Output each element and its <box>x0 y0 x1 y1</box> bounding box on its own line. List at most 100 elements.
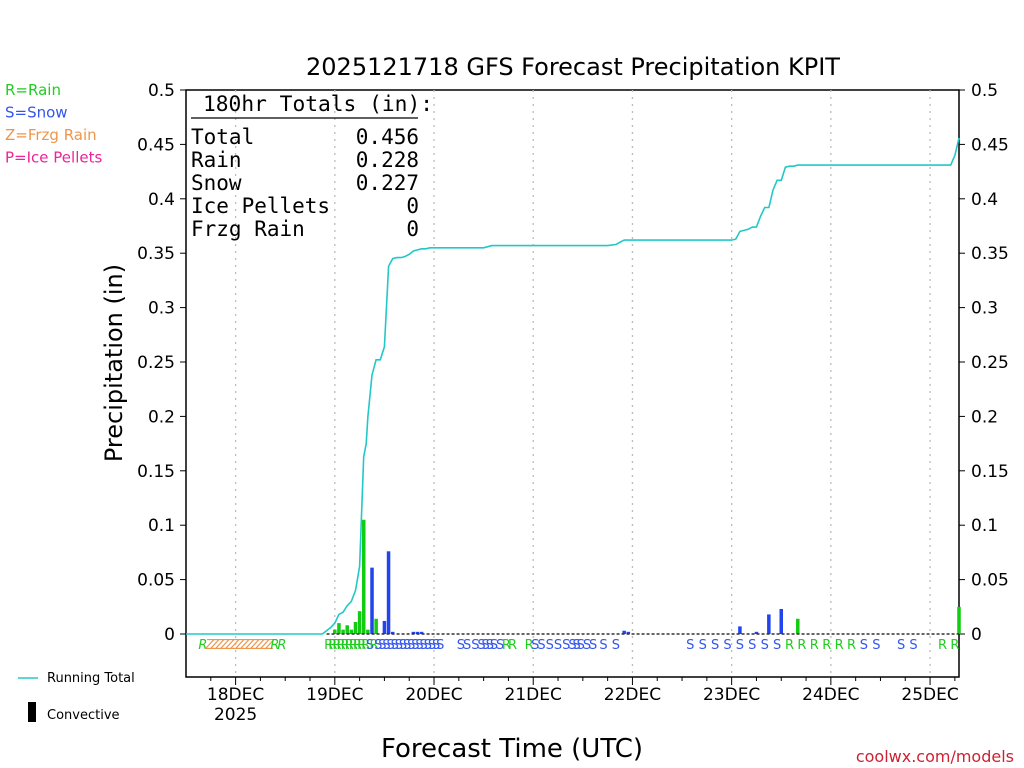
ptype-code: S <box>583 638 591 653</box>
x-tick-label: 22DEC <box>604 685 661 705</box>
ptype-code: S <box>395 638 403 653</box>
snow-bar <box>626 631 631 634</box>
ptype-code: S <box>761 638 769 653</box>
ptype-code: R <box>328 638 337 653</box>
y-tick-label-right: 0.2 <box>971 407 998 427</box>
series-legend: Running Total Convective <box>18 671 135 723</box>
y-axis-right: 0 0.05 0.1 0.15 0.2 0.25 0.3 0.35 0.4 0.45 0.5 <box>959 81 1009 645</box>
ptype-code: S <box>711 638 719 653</box>
totals-heading: 180hr Totals (in): <box>203 92 433 116</box>
rain-bar <box>361 519 366 634</box>
watermark-text: coolwx.com/models <box>856 747 1014 766</box>
snow-bar <box>370 567 374 634</box>
rain-bar <box>374 618 378 634</box>
ptype-code: S <box>554 638 562 653</box>
totals-row-value: 0.227 <box>356 171 419 195</box>
ptype-code: S <box>773 638 781 653</box>
snow-bar <box>419 631 424 634</box>
y-tick-label: 0 <box>164 625 175 645</box>
ptype-code: S <box>374 638 382 653</box>
totals-row-value: 0 <box>406 194 419 218</box>
ptype-code-lead: Z <box>214 638 225 653</box>
ptype-code: S <box>736 638 744 653</box>
ptype-code-lead: Z <box>244 638 255 653</box>
plot-frame <box>185 89 960 678</box>
ptype-code: S <box>366 638 374 653</box>
ptype-code: S <box>386 638 394 653</box>
totals-row-label: Snow <box>191 171 242 195</box>
ptype-code: S <box>457 638 465 653</box>
ptype-code: S <box>399 638 407 653</box>
rain-bar <box>796 618 800 634</box>
y-tick-label-right: 0.5 <box>971 81 998 101</box>
totals-row-value: 0.228 <box>356 148 419 172</box>
ptype-code: S <box>546 638 554 653</box>
ptype-code-lead: Z <box>259 638 270 653</box>
ptype-code: S <box>482 638 490 653</box>
ptype-code: R <box>525 638 534 653</box>
rain-bar <box>337 623 341 634</box>
x-tick-sublabel: 2025 <box>214 705 257 725</box>
y-tick-label: 0.35 <box>137 244 175 264</box>
y-tick-label: 0.1 <box>148 516 175 536</box>
y-tick-label-right: 0.45 <box>971 135 1009 155</box>
y-tick-label-right: 0.15 <box>971 462 1009 482</box>
ptype-legend-entry: Z=Frzg Rain <box>5 126 97 144</box>
ptype-code: S <box>420 638 428 653</box>
ptype-code: S <box>378 638 386 653</box>
ptype-code: R <box>357 638 366 653</box>
x-tick-label: 23DEC <box>703 685 760 705</box>
snow-bar <box>415 631 420 634</box>
ptype-legend-entry: S=Snow <box>5 104 68 122</box>
ptype-code: S <box>415 638 423 653</box>
y-tick-label: 0.25 <box>137 353 175 373</box>
y-axis-left: 0 0.05 0.1 0.15 0.2 0.25 0.3 0.35 0.4 0.45 0.5 <box>137 81 186 645</box>
ptype-code-lead: Z <box>209 638 220 653</box>
ptype-code: S <box>490 638 498 653</box>
ptype-code: S <box>599 638 607 653</box>
ptype-code: R <box>341 638 350 653</box>
convective-legend-label: Convective <box>47 708 120 723</box>
ptype-code: R <box>353 638 362 653</box>
ptype-code: R <box>938 638 947 653</box>
ptype-code: R <box>332 638 341 653</box>
ptype-code-lead: Z <box>249 638 260 653</box>
vertical-gridlines <box>234 90 931 677</box>
y-tick-label: 0.05 <box>137 571 175 591</box>
totals-box: 180hr Totals (in): Total 0.456 Rain 0.228 Sno… <box>191 92 433 241</box>
ptype-code: S <box>612 638 620 653</box>
ptype-code: S <box>568 638 576 653</box>
totals-row-value: 0.456 <box>356 125 419 149</box>
ptype-legend-entry: R=Rain <box>5 81 61 99</box>
ptype-code: R <box>508 638 517 653</box>
ptype-code: S <box>477 638 485 653</box>
snow-bar <box>767 614 771 634</box>
ptype-code: S <box>699 638 707 653</box>
precipitation-bars <box>333 519 961 634</box>
totals-row-label: Ice Pellets <box>191 194 330 218</box>
ptype-code: S <box>577 638 585 653</box>
y-tick-label: 0.15 <box>137 462 175 482</box>
y-tick-label: 0.45 <box>137 135 175 155</box>
y-tick-label-right: 0.4 <box>971 190 998 210</box>
ptype-code-lead: R <box>277 638 286 653</box>
ptype-code-lead: Z <box>219 638 230 653</box>
snow-bar <box>386 551 391 634</box>
x-tick-label: 25DEC <box>901 685 958 705</box>
ptype-code: S <box>872 638 880 653</box>
snow-bar <box>779 608 784 634</box>
running-total-legend-label: Running Total <box>47 671 135 686</box>
ptype-code: S <box>407 638 415 653</box>
ptype-legend: R=Rain S=Snow Z=Frzg Rain P=Ice Pellets <box>5 81 102 167</box>
rain-bar <box>345 625 349 634</box>
ptype-code: R <box>370 638 379 653</box>
ptype-code-lead: Z <box>234 638 245 653</box>
ptype-code: R <box>361 638 370 653</box>
ptype-code: S <box>436 638 444 653</box>
ptype-code: S <box>573 638 581 653</box>
rain-bar <box>341 629 345 634</box>
ptype-code-lead: Z <box>239 638 250 653</box>
snow-bar <box>390 631 395 634</box>
y-axis-label: Precipitation (in) <box>100 264 128 462</box>
ptype-code: R <box>822 638 831 653</box>
